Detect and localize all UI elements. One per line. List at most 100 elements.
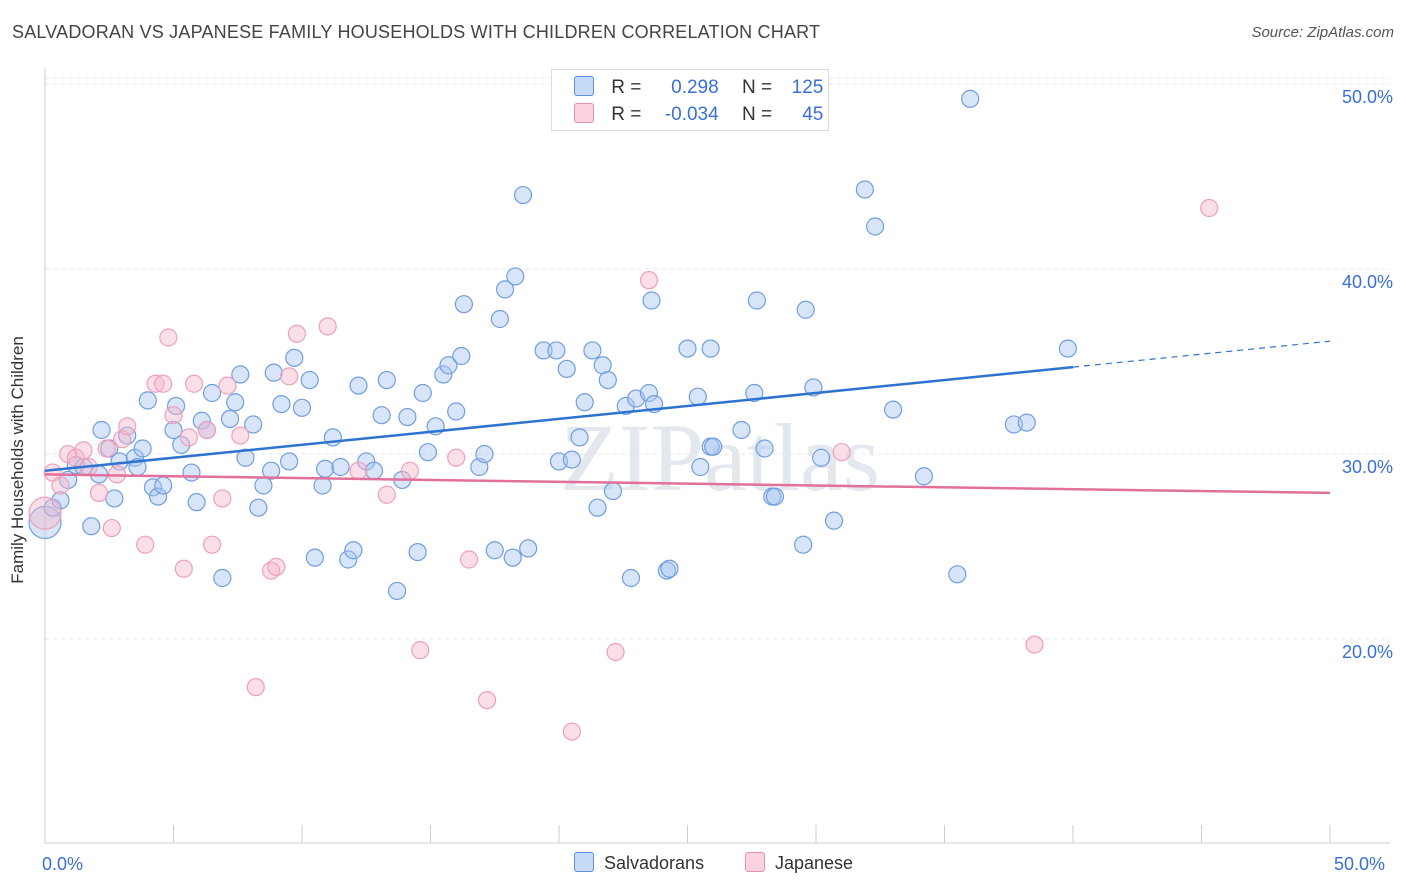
- salvadorans-point: [28, 505, 62, 540]
- legend-item-japanese[interactable]: Japanese: [745, 852, 853, 874]
- salvadorans-point: [244, 415, 263, 434]
- salvadorans-point: [745, 383, 764, 403]
- salvadorans-swatch: [574, 76, 594, 96]
- japanese-point: [477, 690, 497, 710]
- salvadorans-point: [339, 550, 358, 569]
- r-value: 0.298: [671, 77, 719, 98]
- salvadorans-point: [796, 300, 815, 319]
- y-tick-label: 40.0%: [1342, 272, 1393, 292]
- salvadorans-point: [1017, 413, 1036, 432]
- japanese-point: [154, 374, 173, 393]
- japanese-point: [639, 271, 659, 290]
- series-legend: Salvadorans Japanese: [0, 852, 1406, 876]
- y-tick-label: 30.0%: [1342, 457, 1393, 477]
- salvadorans-point: [678, 339, 697, 358]
- legend-label-salvadorans: Salvadorans: [604, 853, 705, 873]
- salvadorans-point: [883, 400, 903, 419]
- salvadorans-point: [454, 295, 474, 314]
- salvadorans-point: [812, 448, 831, 467]
- japanese-point: [202, 535, 222, 554]
- salvadorans-point: [447, 402, 466, 421]
- japanese-point: [218, 376, 237, 395]
- chart-title: SALVADORAN VS JAPANESE FAMILY HOUSEHOLDS…: [12, 22, 821, 42]
- salvadorans-point: [747, 291, 766, 310]
- source-label: Source: ZipAtlas.com: [1251, 24, 1394, 41]
- salvadorans-point: [557, 359, 576, 379]
- salvadorans-point: [202, 383, 222, 403]
- salvadorans-point: [413, 383, 432, 403]
- salvadorans-point: [866, 217, 885, 236]
- salvadorans-point: [452, 346, 471, 366]
- salvadorans-point: [575, 393, 594, 412]
- salvadorans-point: [285, 348, 304, 367]
- salvadorans-point: [621, 568, 641, 588]
- salvadorans-point: [547, 341, 566, 360]
- salvadorans-point: [264, 363, 283, 382]
- n-label: N =: [741, 104, 773, 125]
- salvadorans-point: [732, 420, 751, 440]
- salvadorans-point: [691, 457, 710, 477]
- r-label: R =: [611, 77, 642, 98]
- salvadorans-point: [377, 370, 396, 390]
- japanese-point: [1200, 198, 1219, 218]
- salvadorans-point: [105, 489, 124, 508]
- japanese-point: [136, 535, 155, 554]
- salvadorans-point: [490, 309, 509, 329]
- japanese-point: [102, 518, 121, 538]
- japanese-swatch: [574, 103, 594, 123]
- salvadorans-point: [344, 541, 363, 560]
- japanese-point: [197, 420, 217, 440]
- salvadorans-point: [220, 409, 240, 428]
- japanese-point: [97, 439, 116, 458]
- salvadorans-trend-line: [44, 365, 1074, 472]
- salvadorans-point: [154, 476, 173, 495]
- n-value: 45: [802, 104, 824, 125]
- x-tick-max: 50.0%: [1334, 854, 1386, 874]
- salvadorans-point: [272, 395, 291, 414]
- salvadorans-point: [688, 387, 707, 406]
- salvadorans-point: [506, 267, 525, 286]
- japanese-point: [349, 461, 368, 480]
- salvadorans-point: [513, 185, 533, 205]
- salvadorans-trend-extension: [1072, 340, 1331, 368]
- salvadorans-point: [639, 383, 659, 403]
- salvadorans-point: [249, 498, 268, 517]
- japanese-point: [459, 550, 479, 569]
- x-tick-min: 0.0%: [42, 854, 84, 874]
- salvadorans-point: [495, 280, 515, 299]
- salvadorans-point: [280, 452, 299, 471]
- salvadorans-point: [138, 391, 157, 410]
- salvadorans-point: [914, 467, 934, 486]
- y-tick-label: 20.0%: [1342, 642, 1393, 662]
- japanese-point: [318, 317, 337, 336]
- salvadorans-point: [305, 548, 324, 567]
- salvadorans-point: [485, 541, 504, 560]
- salvadorans-point: [164, 420, 183, 440]
- japanese-point: [159, 328, 178, 347]
- salvadorans-point: [364, 461, 384, 480]
- salvadorans-point: [961, 89, 980, 108]
- japanese-point: [213, 489, 232, 508]
- r-value: -0.034: [664, 104, 719, 125]
- japanese-point: [179, 428, 199, 447]
- japanese-legend-swatch: [745, 852, 765, 872]
- salvadorans-point: [475, 444, 494, 464]
- salvadorans-point: [82, 517, 101, 536]
- salvadorans-point: [642, 291, 661, 310]
- salvadorans-point: [660, 559, 679, 578]
- salvadorans-point: [855, 180, 874, 199]
- japanese-point: [447, 448, 466, 467]
- salvadorans-point: [133, 439, 152, 458]
- salvadorans-point: [357, 452, 376, 471]
- legend-item-salvadorans[interactable]: Salvadorans: [574, 852, 704, 874]
- salvadorans-point: [187, 493, 206, 512]
- n-label: N =: [741, 77, 773, 98]
- salvadorans-point: [755, 439, 774, 458]
- japanese-point: [287, 324, 306, 343]
- salvadorans-point: [570, 428, 589, 447]
- japanese-point: [280, 367, 299, 386]
- legend-label-japanese: Japanese: [775, 853, 854, 873]
- salvadorans-point: [588, 498, 607, 517]
- japanese-point: [118, 417, 137, 436]
- salvadorans-point: [704, 437, 723, 456]
